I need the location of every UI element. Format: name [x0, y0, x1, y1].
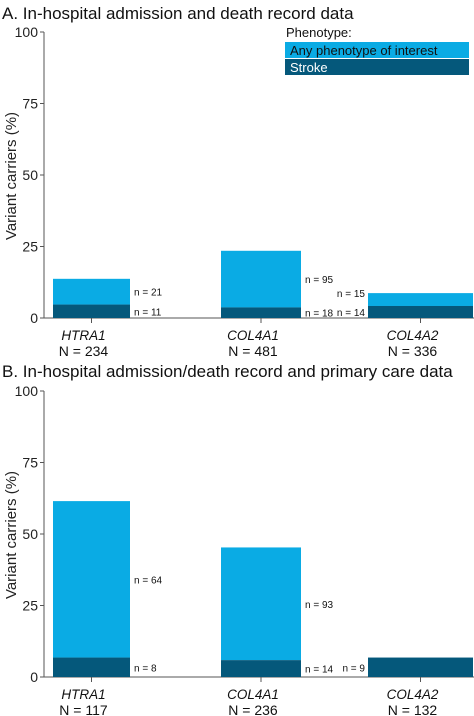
panel-b-title: B. In-hospital admission/death record an…	[2, 362, 453, 381]
data-label-any: n = 15	[337, 289, 366, 300]
y-tick-label: 75	[22, 455, 38, 471]
data-label-any: n = 95	[305, 275, 334, 286]
bar-stroke	[53, 657, 130, 677]
data-label-stroke: n = 9	[342, 663, 365, 674]
category-gene-label: HTRA1	[61, 687, 105, 702]
panel-b-bars	[53, 501, 473, 677]
bar-any-phenotype	[368, 293, 473, 306]
legend-swatch-stroke	[285, 59, 469, 75]
y-tick-label: 50	[22, 526, 38, 542]
legend: Phenotype: Any phenotype of interest Str…	[285, 25, 469, 75]
panel-a-y-axis-label: Variant carriers (%)	[3, 112, 20, 240]
data-label-any: n = 93	[305, 600, 334, 611]
data-label-stroke: n = 8	[134, 663, 157, 674]
y-tick-label: 100	[15, 24, 39, 40]
y-tick-label: 100	[15, 383, 39, 399]
data-label-stroke: n = 11	[134, 307, 162, 318]
bar-stroke	[368, 657, 473, 677]
category-n-label: N = 336	[388, 343, 438, 359]
bar-stroke	[221, 660, 301, 677]
y-tick-label: 0	[30, 669, 38, 685]
panel-a-bars	[53, 250, 473, 318]
panel-a-title: A. In-hospital admission and death recor…	[2, 4, 354, 23]
y-tick-label: 50	[22, 167, 38, 183]
panel-b-y-axis-label: Variant carriers (%)	[3, 471, 20, 599]
legend-label-any: Any phenotype of interest	[290, 43, 438, 58]
bar-stroke	[368, 305, 473, 318]
category-gene-label: HTRA1	[61, 328, 105, 343]
legend-title: Phenotype:	[286, 25, 352, 40]
bar-stroke	[53, 304, 130, 318]
category-n-label: N = 132	[388, 702, 438, 716]
category-n-label: N = 234	[59, 343, 109, 359]
category-gene-label: COL4A1	[227, 328, 279, 343]
bar-any-phenotype	[221, 547, 301, 661]
panel-a: A. In-hospital admission and death recor…	[2, 4, 474, 359]
category-n-label: N = 117	[59, 702, 108, 716]
y-tick-label: 25	[22, 598, 38, 614]
y-tick-label: 75	[22, 96, 38, 112]
y-tick-label: 0	[30, 310, 38, 326]
category-gene-label: COL4A2	[387, 328, 439, 343]
data-label-stroke: n = 14	[337, 308, 366, 319]
category-gene-label: COL4A2	[387, 687, 439, 702]
y-tick-label: 25	[22, 239, 38, 255]
legend-swatch-any	[285, 42, 469, 58]
category-n-label: N = 481	[228, 343, 278, 359]
data-label-stroke: n = 14	[305, 665, 334, 676]
bar-any-phenotype	[53, 278, 130, 305]
legend-label-stroke: Stroke	[290, 60, 328, 75]
category-n-label: N = 236	[228, 702, 278, 716]
bar-any-phenotype	[53, 501, 130, 658]
category-gene-label: COL4A1	[227, 687, 279, 702]
bar-any-phenotype	[221, 250, 301, 308]
panel-b: B. In-hospital admission/death record an…	[2, 362, 474, 716]
data-label-stroke: n = 18	[305, 309, 334, 320]
data-label-any: n = 64	[134, 575, 163, 586]
data-label-any: n = 21	[134, 288, 163, 299]
bar-stroke	[221, 307, 301, 318]
